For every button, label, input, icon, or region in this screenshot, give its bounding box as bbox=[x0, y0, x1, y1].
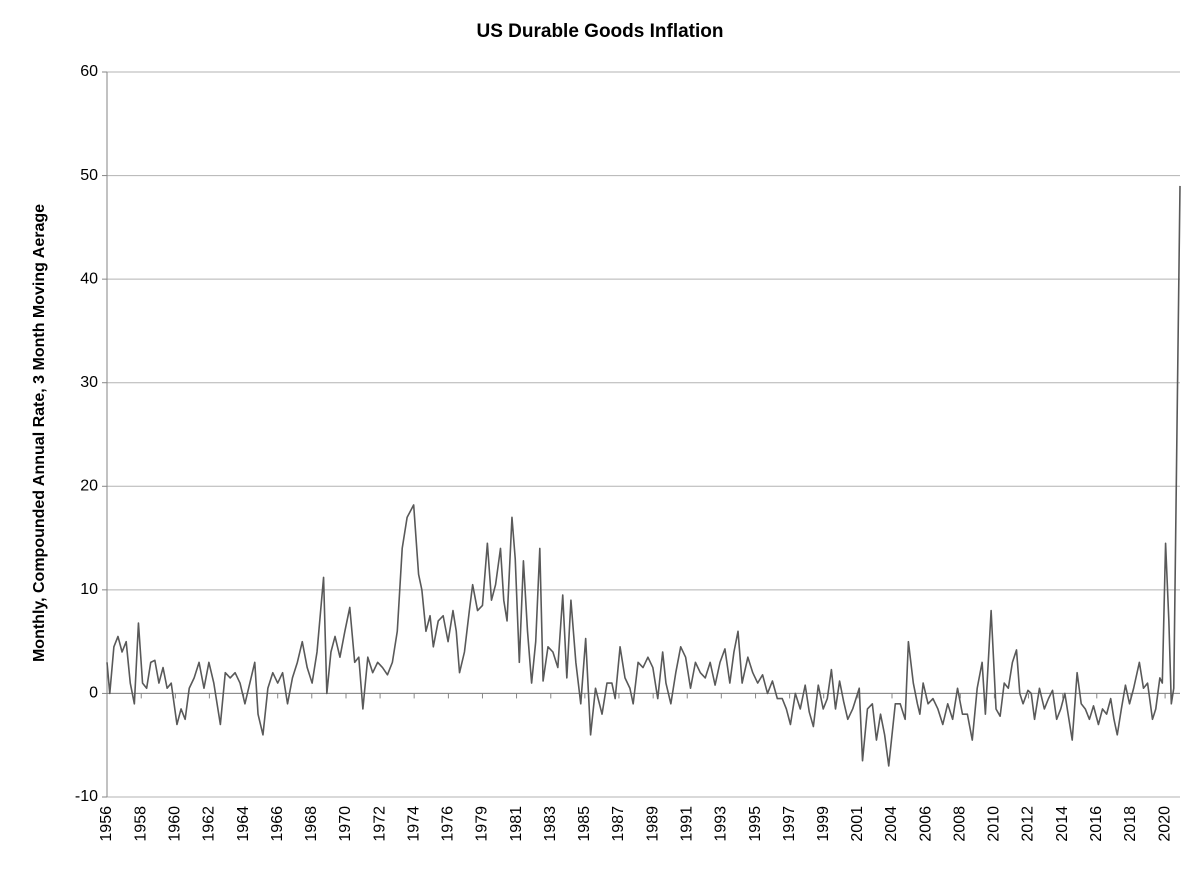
x-tick-label: 2001 bbox=[849, 806, 866, 842]
x-tick-label: 1964 bbox=[235, 806, 252, 842]
x-tick-label: 1972 bbox=[371, 806, 388, 842]
x-tick-label: 2012 bbox=[1020, 806, 1037, 842]
y-tick-label: 50 bbox=[80, 167, 98, 184]
x-tick-label: 1995 bbox=[747, 806, 764, 842]
x-tick-label: 1991 bbox=[678, 806, 695, 842]
y-tick-label: 20 bbox=[80, 478, 98, 495]
x-tick-label: 2014 bbox=[1054, 806, 1071, 842]
x-tick-label: 1979 bbox=[474, 806, 491, 842]
x-tick-label: 2016 bbox=[1088, 806, 1105, 842]
x-tick-label: 1987 bbox=[610, 806, 627, 842]
y-tick-label: 60 bbox=[80, 63, 98, 80]
x-tick-label: 1970 bbox=[337, 806, 354, 842]
x-tick-label: 1993 bbox=[713, 806, 730, 842]
y-tick-label: -10 bbox=[75, 788, 98, 805]
y-tick-label: 40 bbox=[80, 270, 98, 287]
x-tick-label: 1960 bbox=[167, 806, 184, 842]
y-axis-label: Monthly, Compounded Annual Rate, 3 Month… bbox=[31, 204, 48, 662]
x-tick-label: 1958 bbox=[132, 806, 149, 842]
x-tick-label: 1966 bbox=[269, 806, 286, 842]
x-tick-label: 2010 bbox=[986, 806, 1003, 842]
x-tick-label: 1981 bbox=[508, 806, 525, 842]
x-tick-label: 1956 bbox=[98, 806, 115, 842]
x-tick-label: 2008 bbox=[952, 806, 969, 842]
x-tick-label: 1989 bbox=[644, 806, 661, 842]
x-tick-label: 2020 bbox=[1156, 806, 1173, 842]
chart-title: US Durable Goods Inflation bbox=[476, 21, 723, 42]
x-tick-label: 2004 bbox=[883, 806, 900, 842]
y-tick-label: 10 bbox=[80, 581, 98, 598]
y-tick-label: 30 bbox=[80, 374, 98, 391]
x-tick-label: 1968 bbox=[303, 806, 320, 842]
x-tick-label: 1962 bbox=[201, 806, 218, 842]
x-tick-label: 1974 bbox=[405, 806, 422, 842]
x-tick-label: 2018 bbox=[1122, 806, 1139, 842]
x-tick-label: 1983 bbox=[542, 806, 559, 842]
x-tick-label: 2006 bbox=[917, 806, 934, 842]
x-tick-label: 1997 bbox=[781, 806, 798, 842]
x-tick-label: 1976 bbox=[440, 806, 457, 842]
x-tick-label: 1985 bbox=[576, 806, 593, 842]
x-tick-label: 1999 bbox=[815, 806, 832, 842]
y-tick-label: 0 bbox=[89, 685, 98, 702]
data-line bbox=[106, 185, 1181, 767]
